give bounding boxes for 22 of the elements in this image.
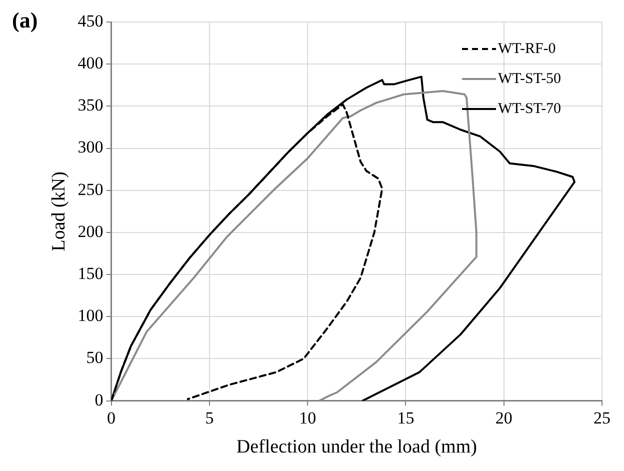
x-tick-label: 20 <box>495 408 512 428</box>
y-tick-label: 350 <box>78 96 104 115</box>
legend-label: WT-ST-70 <box>498 100 562 117</box>
x-tick-label: 5 <box>205 408 214 428</box>
y-tick-label: 0 <box>94 390 104 410</box>
x-tick-label: 0 <box>107 408 116 428</box>
x-axis-title: Deflection under the load (mm) <box>236 436 477 458</box>
y-tick-label: 200 <box>78 222 104 241</box>
y-tick-label: 450 <box>78 11 104 30</box>
y-tick-label: 250 <box>78 180 104 199</box>
y-tick-label: 50 <box>86 348 104 368</box>
x-tick-label: 25 <box>594 408 610 428</box>
y-tick-label: 100 <box>78 306 104 326</box>
y-axis-title: Load (kN) <box>48 172 70 252</box>
x-tick-label: 10 <box>299 408 316 428</box>
y-tick-label: 300 <box>78 138 104 157</box>
legend-label: WT-RF-0 <box>498 40 556 57</box>
chart-title: (a) <box>12 8 38 33</box>
y-tick-label: 150 <box>78 264 104 283</box>
legend-label: WT-ST-50 <box>498 70 562 87</box>
x-tick-label: 15 <box>397 408 414 428</box>
y-tick-label: 400 <box>78 54 104 73</box>
